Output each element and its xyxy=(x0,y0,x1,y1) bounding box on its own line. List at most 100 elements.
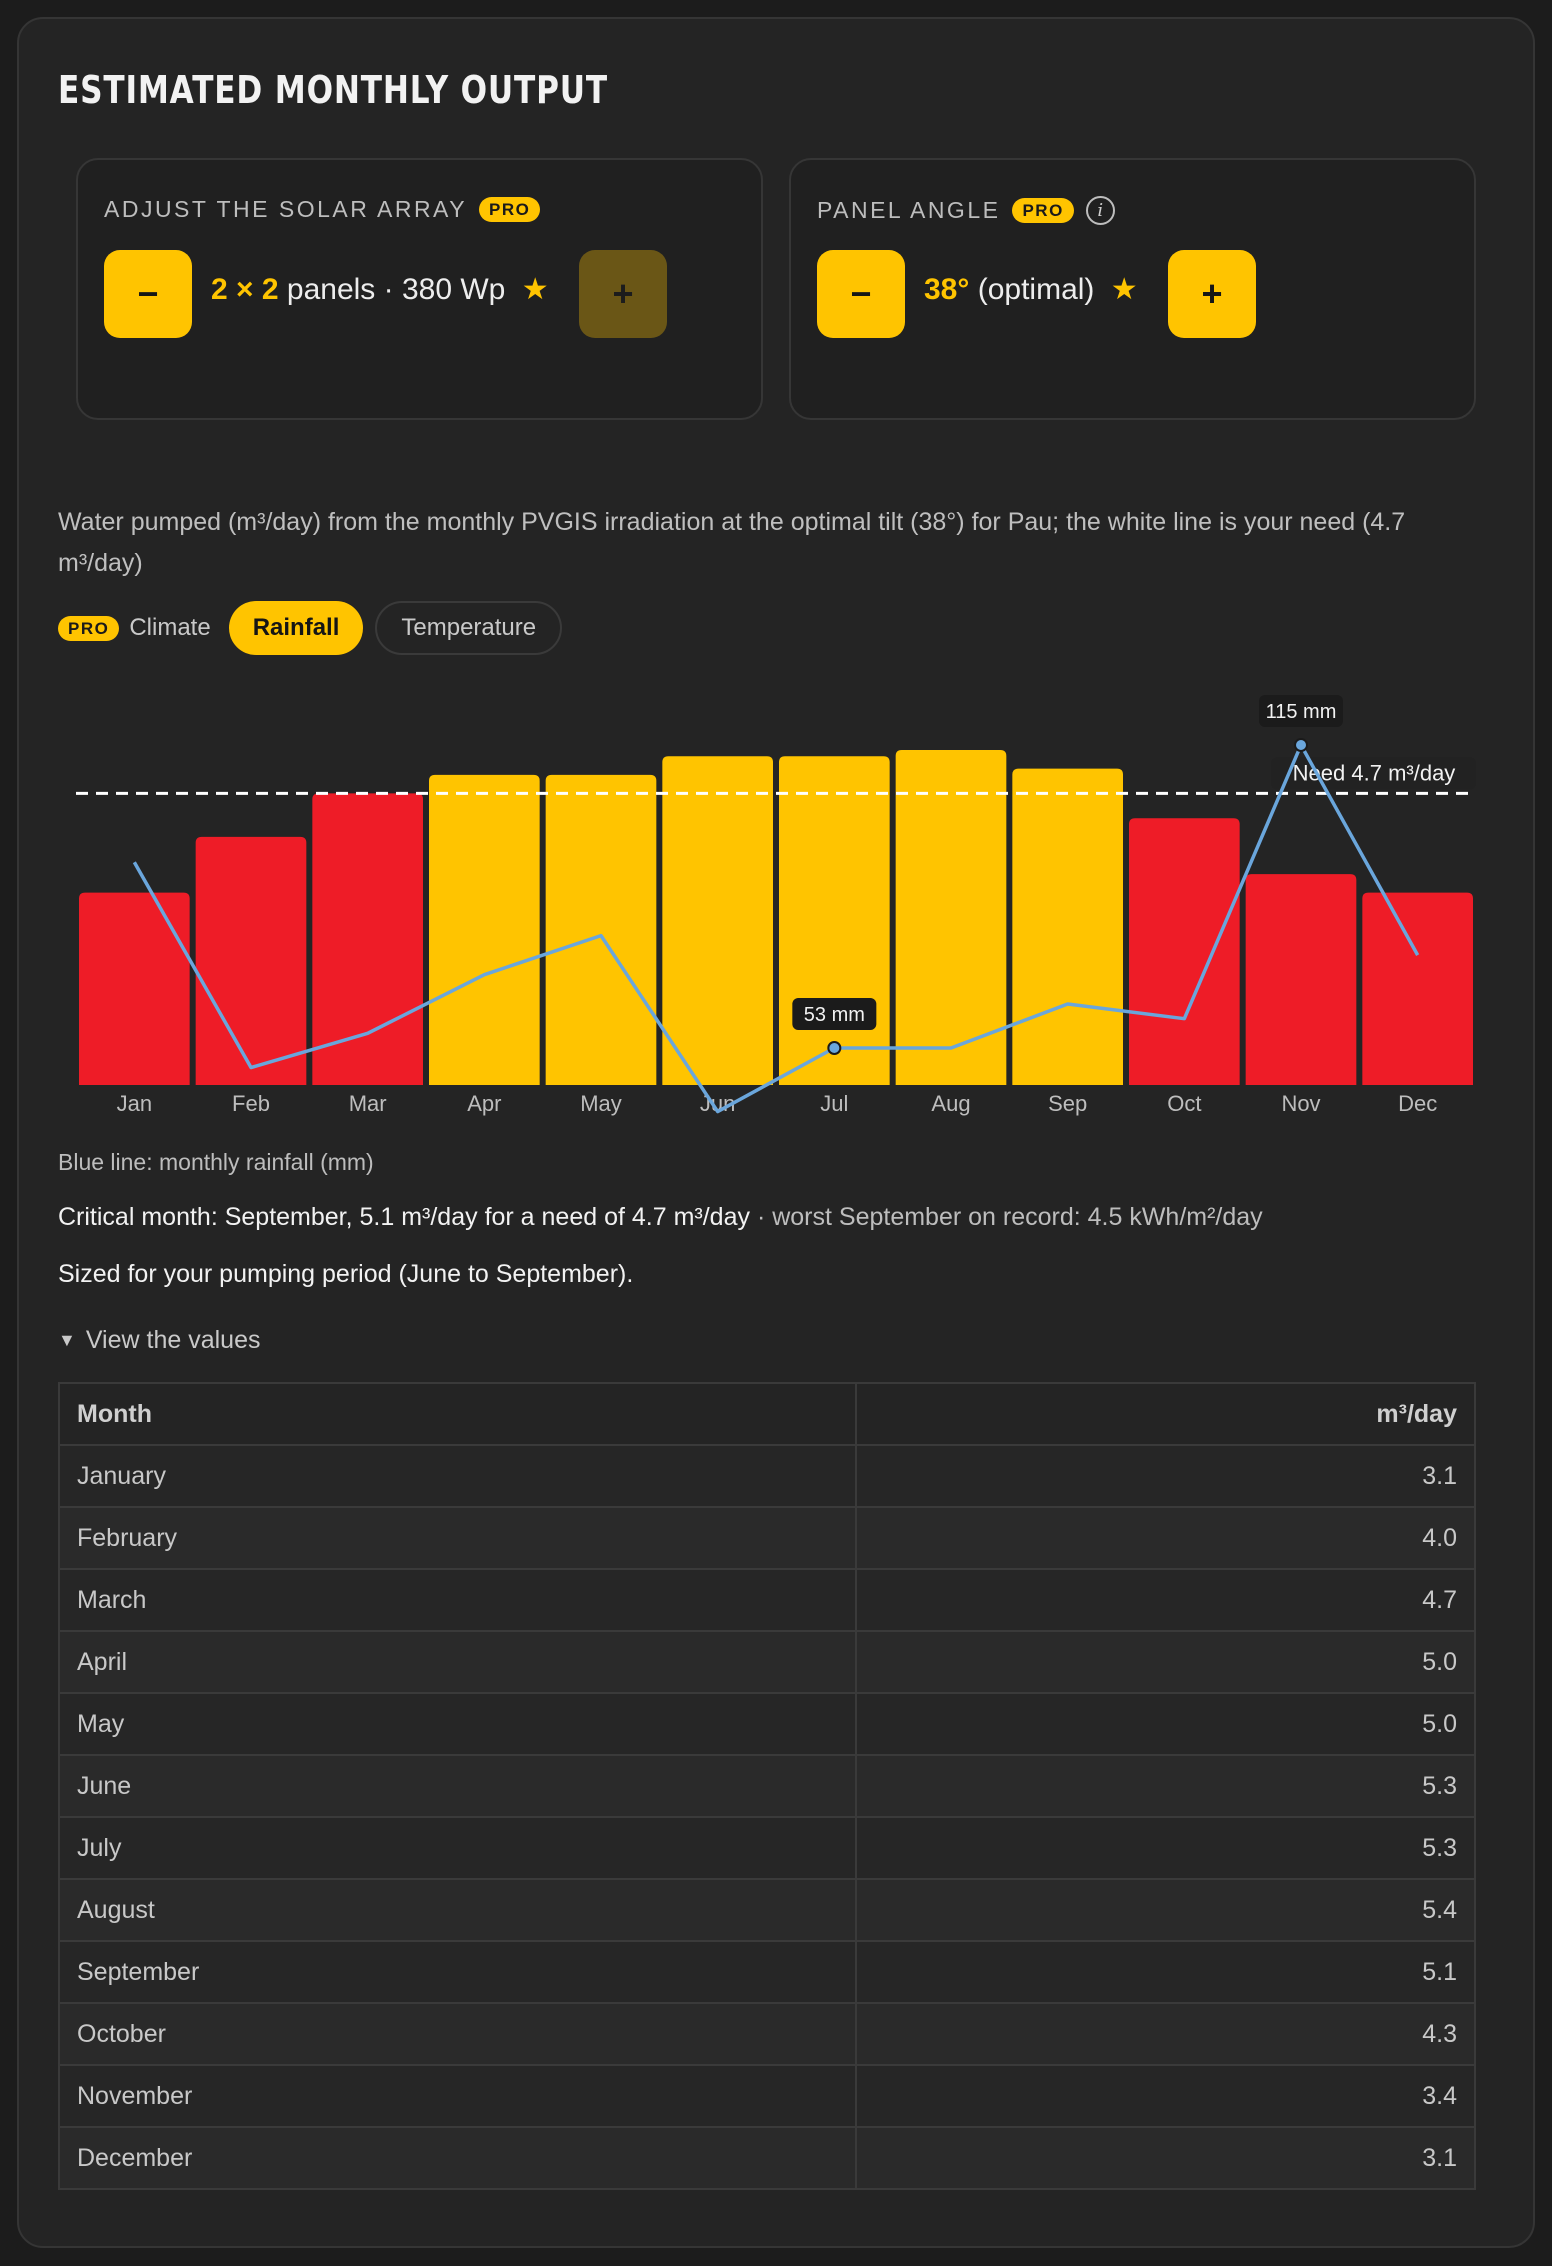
angle-optimal-text: (optimal) xyxy=(977,273,1095,306)
increase-panels-button[interactable]: + xyxy=(579,250,667,338)
month-cell: February xyxy=(58,1506,857,1570)
volume-cell: 3.4 xyxy=(855,2064,1476,2128)
month-cell: July xyxy=(58,1816,857,1880)
table-row: August 5.4 xyxy=(58,1878,1476,1942)
temperature-chip[interactable]: Temperature xyxy=(375,601,563,655)
month-cell: August xyxy=(58,1878,857,1942)
rainfall-point-label: 115 mm xyxy=(1266,701,1337,723)
increase-angle-button[interactable]: + xyxy=(1168,250,1256,338)
month-cell: September xyxy=(58,1940,857,2004)
x-tick-label: Apr xyxy=(467,1091,501,1116)
bar-apr xyxy=(429,774,540,1085)
table-row: February 4.0 xyxy=(58,1506,1476,1570)
array-control-header: ADJUST THE SOLAR ARRAY PRO xyxy=(104,196,541,223)
critical-month-record: · worst September on record: 4.5 kWh/m²/… xyxy=(750,1203,1263,1231)
bar-aug xyxy=(895,750,1007,1085)
climate-overlay-selector: PRO Climate Rainfall Temperature xyxy=(58,600,574,656)
bar-dec xyxy=(1362,892,1473,1085)
bar-oct xyxy=(1129,818,1240,1085)
array-control-panel: ADJUST THE SOLAR ARRAY PRO − 2 × 2 panel… xyxy=(76,158,763,420)
bar-nov xyxy=(1245,874,1357,1085)
volume-cell: 4.7 xyxy=(855,1568,1476,1632)
climate-label: Climate xyxy=(129,614,211,641)
bar-mar xyxy=(312,793,423,1085)
volume-cell: 5.3 xyxy=(855,1754,1476,1818)
pro-badge: PRO xyxy=(1012,198,1074,223)
critical-month-note: Critical month: September, 5.1 m³/day fo… xyxy=(58,1203,1263,1232)
month-cell: April xyxy=(58,1630,857,1694)
volume-cell: 3.1 xyxy=(855,1444,1476,1508)
x-tick-label: Mar xyxy=(349,1091,387,1116)
month-cell: June xyxy=(58,1754,857,1818)
month-column-header: Month xyxy=(58,1382,857,1446)
volume-cell: 5.0 xyxy=(855,1692,1476,1756)
x-tick-label: Jul xyxy=(820,1091,848,1116)
values-table: Month m³/day January 3.1 February 4.0 March 4… xyxy=(58,1382,1476,2190)
volume-cell: 4.3 xyxy=(855,2002,1476,2066)
x-tick-label: Nov xyxy=(1281,1091,1320,1116)
angle-control-header: PANEL ANGLE PRO i xyxy=(817,196,1115,225)
table-row: May 5.0 xyxy=(58,1692,1476,1756)
info-icon[interactable]: i xyxy=(1085,196,1115,225)
table-row: April 5.0 xyxy=(58,1630,1476,1694)
star-icon: ★ xyxy=(1110,273,1138,306)
array-value: 2 × 2 panels · 380 Wp ★ xyxy=(211,272,549,307)
pro-badge: PRO xyxy=(58,615,120,641)
angle-degrees: 38° xyxy=(924,273,970,306)
month-cell: March xyxy=(58,1568,857,1632)
point-label-bg xyxy=(1259,695,1343,727)
critical-month-main: Critical month: September, 5.1 m³/day fo… xyxy=(58,1203,750,1231)
month-cell: December xyxy=(58,2126,857,2190)
rainfall-point xyxy=(1294,738,1308,752)
bar-sep xyxy=(1012,768,1123,1085)
rainfall-line xyxy=(132,743,1420,1114)
decrease-angle-button[interactable]: − xyxy=(817,250,905,338)
x-tick-label: Jan xyxy=(117,1091,152,1116)
table-row: July 5.3 xyxy=(58,1816,1476,1880)
angle-control-label: PANEL ANGLE xyxy=(817,197,1001,223)
month-cell: January xyxy=(58,1444,857,1508)
array-count: 2 × 2 xyxy=(211,273,279,306)
volume-cell: 4.0 xyxy=(855,1506,1476,1570)
bar-feb xyxy=(195,836,307,1085)
array-spec: panels · 380 Wp xyxy=(286,273,506,306)
month-cell: May xyxy=(58,1692,857,1756)
x-tick-label: Feb xyxy=(232,1091,270,1116)
x-tick-label: Dec xyxy=(1398,1091,1437,1116)
rainfall-legend-note: Blue line: monthly rainfall (mm) xyxy=(58,1149,374,1175)
point-label-bg xyxy=(792,998,877,1030)
monthly-output-chart: Jan Feb Mar Apr May Jun Jul Aug Sep Oct Nov DecNeed… xyxy=(76,695,1476,1116)
volume-column-header: m³/day xyxy=(855,1382,1476,1446)
volume-cell: 5.1 xyxy=(855,1940,1476,2004)
angle-control-panel: PANEL ANGLE PRO i − 38° (optimal) ★ + xyxy=(789,158,1476,420)
chart-description: Water pumped (m³/day) from the monthly P… xyxy=(58,508,1406,577)
bar-jan xyxy=(79,892,190,1085)
month-cell: November xyxy=(58,2064,857,2128)
decrease-panels-button[interactable]: − xyxy=(104,250,192,338)
volume-cell: 3.1 xyxy=(855,2126,1476,2190)
table-row: June 5.3 xyxy=(58,1754,1476,1818)
table-row: December 3.1 xyxy=(58,2126,1476,2190)
table-row: September 5.1 xyxy=(58,1940,1476,2004)
view-values-label: View the values xyxy=(85,1326,261,1354)
volume-cell: 5.3 xyxy=(855,1816,1476,1880)
section-title: ESTIMATED MONTHLY OUTPUT xyxy=(58,68,608,112)
pumping-period-note: Sized for your pumping period (June to S… xyxy=(58,1260,634,1288)
star-icon: ★ xyxy=(521,273,549,306)
month-cell: October xyxy=(58,2002,857,2066)
rainfall-chip[interactable]: Rainfall xyxy=(228,601,364,655)
triangle-down-icon: ▼ xyxy=(58,1330,76,1350)
table-row: November 3.4 xyxy=(58,2064,1476,2128)
pro-badge: PRO xyxy=(479,197,541,222)
view-values-toggle[interactable]: ▼ View the values xyxy=(58,1326,260,1355)
array-control-label: ADJUST THE SOLAR ARRAY xyxy=(104,196,468,222)
bar-may xyxy=(545,774,657,1085)
volume-cell: 5.0 xyxy=(855,1630,1476,1694)
table-row: March 4.7 xyxy=(58,1568,1476,1632)
rainfall-point xyxy=(827,1041,842,1055)
x-tick-label: Sep xyxy=(1048,1091,1087,1116)
x-tick-label: Aug xyxy=(931,1091,970,1116)
table-row: January 3.1 xyxy=(58,1444,1476,1508)
angle-value: 38° (optimal) ★ xyxy=(924,272,1138,307)
table-header-row: Month m³/day xyxy=(58,1382,1476,1446)
